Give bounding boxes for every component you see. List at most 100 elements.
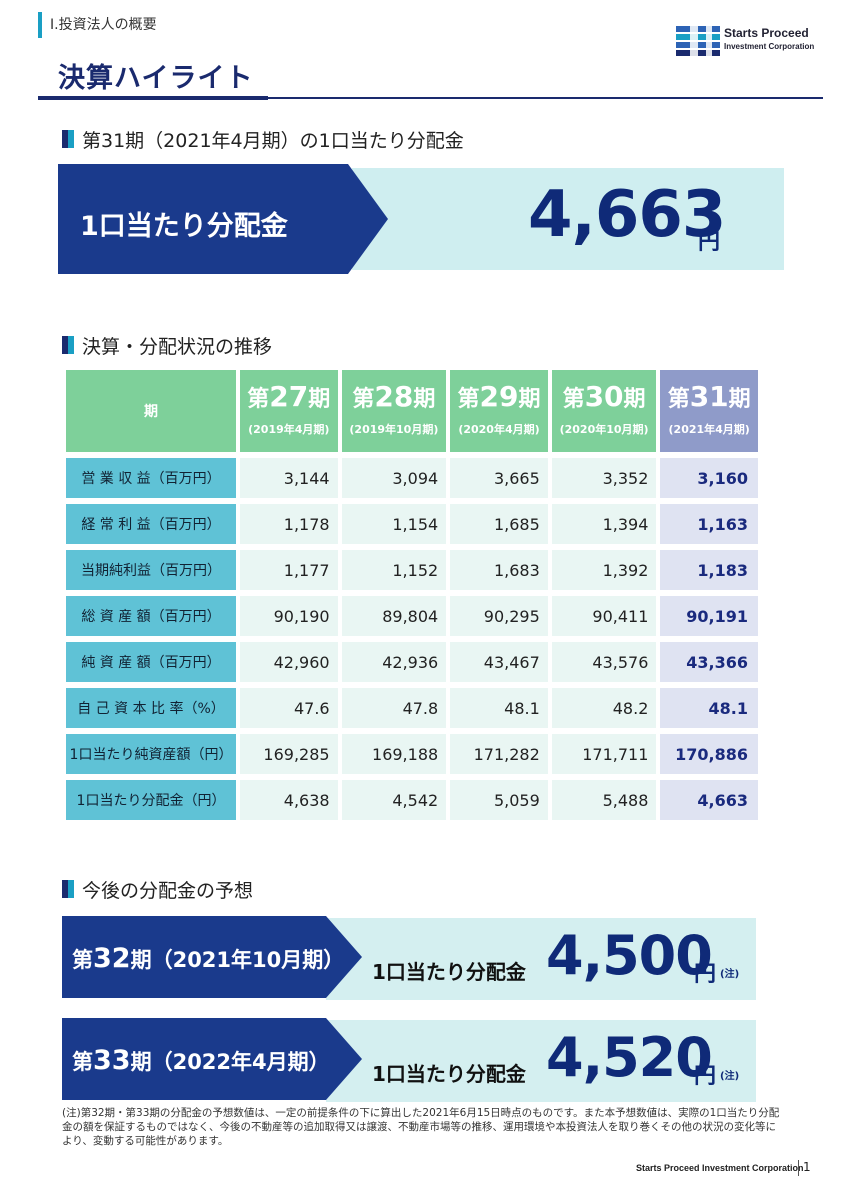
forecast-note-mark: (注) (720, 969, 740, 980)
row-label: 経 常 利 益（百万円） (66, 504, 236, 544)
period-header: 第29期 (2020年4月期) (450, 370, 548, 452)
table-cell-current: 3,160 (660, 458, 758, 498)
table-cell: 90,190 (240, 596, 338, 636)
table-cell-current: 1,183 (660, 550, 758, 590)
row-label: 営 業 収 益（百万円） (66, 458, 236, 498)
section-marker (38, 12, 42, 38)
logo-text-line2: Investment Corporation (724, 42, 815, 51)
table-cell: 1,394 (551, 504, 657, 544)
table-cell: 42,936 (341, 642, 447, 682)
title-underline (38, 96, 823, 100)
heading-marker-icon (62, 130, 74, 148)
forecast-period: 第32期（2021年10月期） (72, 943, 345, 974)
table-cell-current: 170,886 (660, 734, 758, 774)
forecast-period-arrow (62, 916, 362, 998)
table-cell: 1,685 (450, 504, 548, 544)
table-row: 1口当たり分配金（円） 4,638 4,542 5,059 5,488 4,663 (66, 780, 758, 820)
table-cell-current: 1,163 (660, 504, 758, 544)
footnote: (注)第32期・第33期の分配金の予想数値は、一定の前提条件の下に算出した202… (62, 1107, 780, 1147)
results-table: 期 第27期 (2019年4月期) 第28期 (2019年10月期) 第29期 … (62, 370, 762, 820)
period-header-current: 第31期 (2021年4月期) (660, 370, 758, 452)
forecast-period-arrow (62, 1018, 362, 1100)
period-header: 第27期 (2019年4月期) (240, 370, 338, 452)
forecast-unit: 円 (694, 962, 717, 987)
table-cell-current: 90,191 (660, 596, 758, 636)
row-label: 純 資 産 額（百万円） (66, 642, 236, 682)
table-cell: 90,411 (551, 596, 657, 636)
table-row: 純 資 産 額（百万円） 42,960 42,936 43,467 43,576 43,3… (66, 642, 758, 682)
forecast-band (326, 918, 756, 1000)
table-cell-current: 43,366 (660, 642, 758, 682)
table-cell: 3,144 (240, 458, 338, 498)
table-cell: 89,804 (341, 596, 447, 636)
table-cell: 1,683 (450, 550, 548, 590)
table-cell: 47.8 (341, 688, 447, 728)
row-label: 総 資 産 額（百万円） (66, 596, 236, 636)
heading-marker-icon (62, 880, 74, 898)
table-cell: 171,711 (551, 734, 657, 774)
page-number: 1 (803, 1160, 811, 1174)
table-row: 経 常 利 益（百万円） 1,178 1,154 1,685 1,394 1,163 (66, 504, 758, 544)
distribution-unit: 円 (698, 230, 721, 255)
table-row: 1口当たり純資産額（円） 169,285 169,188 171,282 171,711… (66, 734, 758, 774)
forecast-unit: 円 (694, 1064, 717, 1089)
logo-text-line1: Starts Proceed (724, 26, 809, 40)
table-row: 営 業 収 益（百万円） 3,144 3,094 3,665 3,352 3,160 (66, 458, 758, 498)
company-logo-icon (676, 22, 720, 60)
forecast-amount: 4,500 (546, 924, 713, 987)
row-label: 1口当たり分配金（円） (66, 780, 236, 820)
page-title: 決算ハイライト (58, 63, 254, 94)
table-cell: 5,059 (450, 780, 548, 820)
distribution-label-arrow (58, 164, 388, 274)
table-cell: 1,178 (240, 504, 338, 544)
table-cell: 43,576 (551, 642, 657, 682)
row-label: 自 己 資 本 比 率（%） (66, 688, 236, 728)
distribution-heading: 第31期（2021年4月期）の1口当たり分配金 (82, 130, 464, 152)
row-label: 1口当たり純資産額（円） (66, 734, 236, 774)
row-label: 当期純利益（百万円） (66, 550, 236, 590)
table-cell: 1,154 (341, 504, 447, 544)
table-cell: 1,152 (341, 550, 447, 590)
forecast-amount: 4,520 (546, 1026, 713, 1089)
table-cell: 169,285 (240, 734, 338, 774)
table-cell: 5,488 (551, 780, 657, 820)
table-cell: 3,094 (341, 458, 447, 498)
forecast-label: 1口当たり分配金 (372, 960, 526, 984)
table-cell-current: 48.1 (660, 688, 758, 728)
results-heading: 決算・分配状況の推移 (82, 336, 273, 358)
footer-divider (798, 1160, 799, 1176)
table-cell: 3,665 (450, 458, 548, 498)
amount-band (352, 168, 784, 270)
table-cell: 4,542 (341, 780, 447, 820)
table-cell: 4,638 (240, 780, 338, 820)
section-label: Ⅰ.投資法人の概要 (50, 17, 157, 33)
table-cell: 3,352 (551, 458, 657, 498)
table-cell-current: 4,663 (660, 780, 758, 820)
table-row: 総 資 産 額（百万円） 90,190 89,804 90,295 90,411 90,1… (66, 596, 758, 636)
table-cell: 43,467 (450, 642, 548, 682)
period-header: 第28期 (2019年10月期) (341, 370, 447, 452)
forecast-band (326, 1020, 756, 1102)
table-header-row: 期 第27期 (2019年4月期) 第28期 (2019年10月期) 第29期 … (66, 370, 758, 452)
heading-marker-icon (62, 336, 74, 354)
table-row: 当期純利益（百万円） 1,177 1,152 1,683 1,392 1,183 (66, 550, 758, 590)
distribution-label: 1口当たり分配金 (80, 211, 288, 242)
forecast-label: 1口当たり分配金 (372, 1062, 526, 1086)
table-cell: 42,960 (240, 642, 338, 682)
table-cell: 171,282 (450, 734, 548, 774)
footer-corporation: Starts Proceed Investment Corporation (636, 1163, 804, 1173)
distribution-amount: 4,663 (528, 178, 726, 252)
table-cell: 169,188 (341, 734, 447, 774)
table-cell: 90,295 (450, 596, 548, 636)
forecast-heading: 今後の分配金の予想 (82, 880, 254, 902)
forecast-period: 第33期（2022年4月期） (72, 1045, 330, 1076)
table-cell: 48.1 (450, 688, 548, 728)
table-cell: 47.6 (240, 688, 338, 728)
table-row: 自 己 資 本 比 率（%） 47.6 47.8 48.1 48.2 48.1 (66, 688, 758, 728)
forecast-note-mark: (注) (720, 1071, 740, 1082)
table-cell: 1,177 (240, 550, 338, 590)
corner-header: 期 (66, 370, 236, 452)
table-cell: 1,392 (551, 550, 657, 590)
period-header: 第30期 (2020年10月期) (551, 370, 657, 452)
table-cell: 48.2 (551, 688, 657, 728)
